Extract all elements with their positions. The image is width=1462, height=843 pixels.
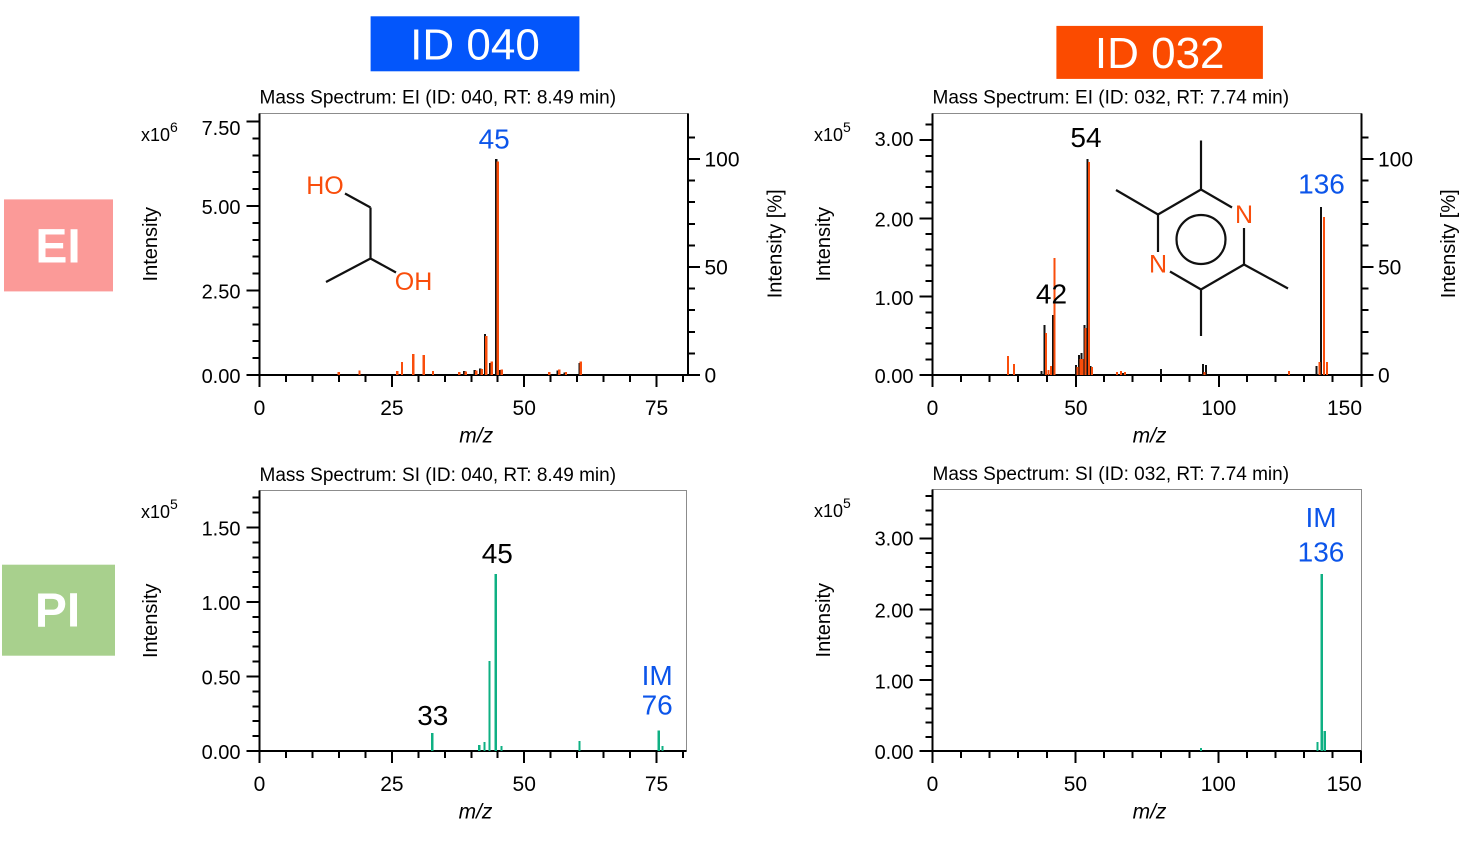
svg-text:m/z: m/z [459, 801, 493, 824]
svg-text:m/z: m/z [459, 425, 493, 448]
svg-text:3.00: 3.00 [875, 129, 914, 151]
svg-text:2.00: 2.00 [875, 601, 914, 623]
svg-text:0: 0 [254, 397, 266, 420]
svg-text:50: 50 [513, 397, 536, 420]
svg-text:50: 50 [513, 773, 536, 796]
svg-text:Intensity: Intensity [140, 584, 162, 658]
svg-text:45: 45 [482, 538, 513, 569]
svg-text:2.50: 2.50 [202, 282, 241, 304]
svg-text:N: N [1149, 251, 1167, 279]
svg-text:x105: x105 [814, 495, 851, 521]
svg-text:50: 50 [705, 257, 728, 280]
svg-text:IM: IM [1305, 502, 1336, 533]
svg-text:33: 33 [417, 700, 448, 731]
svg-text:3.00: 3.00 [875, 528, 914, 550]
svg-text:Intensity [%]: Intensity [%] [1438, 189, 1460, 298]
svg-text:0.50: 0.50 [202, 668, 241, 690]
svg-text:ID 032: ID 032 [1095, 29, 1225, 78]
svg-text:Intensity: Intensity [813, 207, 835, 281]
svg-text:50: 50 [1064, 773, 1087, 796]
svg-text:75: 75 [645, 773, 668, 796]
svg-text:1.00: 1.00 [202, 593, 241, 615]
svg-text:150: 150 [1327, 397, 1362, 420]
svg-text:Mass Spectrum: SI (ID: 040, RT: Mass Spectrum: SI (ID: 040, RT: 8.49 min… [260, 465, 617, 486]
svg-text:0.00: 0.00 [875, 366, 914, 388]
svg-text:45: 45 [479, 124, 510, 155]
svg-text:42: 42 [1036, 279, 1067, 310]
svg-text:25: 25 [380, 773, 403, 796]
svg-text:OH: OH [395, 268, 433, 296]
svg-text:0.00: 0.00 [202, 742, 241, 764]
svg-text:100: 100 [1201, 773, 1236, 796]
svg-text:5.00: 5.00 [202, 197, 241, 219]
svg-text:2.00: 2.00 [875, 210, 914, 232]
svg-text:Mass Spectrum: SI (ID: 032, RT: Mass Spectrum: SI (ID: 032, RT: 7.74 min… [933, 464, 1290, 485]
svg-text:25: 25 [380, 397, 403, 420]
svg-text:N: N [1235, 201, 1253, 229]
svg-text:7.50: 7.50 [202, 118, 241, 140]
svg-text:x106: x106 [141, 119, 178, 145]
svg-text:0: 0 [927, 773, 939, 796]
svg-text:136: 136 [1298, 169, 1345, 200]
svg-text:1.00: 1.00 [875, 288, 914, 310]
svg-text:100: 100 [705, 149, 740, 172]
svg-text:1.50: 1.50 [202, 519, 241, 541]
svg-text:Intensity: Intensity [140, 207, 162, 281]
svg-text:Intensity [%]: Intensity [%] [765, 189, 787, 298]
svg-text:0: 0 [927, 397, 939, 420]
svg-text:150: 150 [1327, 773, 1362, 796]
svg-text:Intensity: Intensity [813, 583, 835, 657]
svg-text:0: 0 [254, 773, 266, 796]
svg-text:m/z: m/z [1133, 425, 1167, 448]
svg-text:76: 76 [642, 690, 673, 721]
svg-text:50: 50 [1378, 257, 1401, 280]
svg-text:PI: PI [35, 585, 80, 638]
svg-text:136: 136 [1298, 537, 1345, 568]
svg-text:HO: HO [306, 172, 344, 200]
svg-text:0: 0 [705, 365, 717, 388]
svg-text:0: 0 [1378, 365, 1390, 388]
svg-text:ID 040: ID 040 [410, 21, 540, 70]
svg-text:0.00: 0.00 [875, 742, 914, 764]
svg-text:0.00: 0.00 [202, 366, 241, 388]
svg-text:Mass Spectrum: EI (ID: 040, RT: Mass Spectrum: EI (ID: 040, RT: 8.49 min… [260, 88, 617, 109]
svg-text:54: 54 [1070, 122, 1101, 153]
svg-text:1.00: 1.00 [875, 671, 914, 693]
svg-text:x105: x105 [141, 496, 178, 522]
svg-text:100: 100 [1378, 149, 1413, 172]
svg-text:EI: EI [35, 220, 80, 273]
svg-text:m/z: m/z [1133, 801, 1167, 824]
svg-text:50: 50 [1064, 397, 1087, 420]
svg-text:IM: IM [642, 660, 673, 691]
svg-text:x105: x105 [814, 119, 851, 145]
svg-text:75: 75 [645, 397, 668, 420]
svg-text:Mass Spectrum: EI (ID: 032, RT: Mass Spectrum: EI (ID: 032, RT: 7.74 min… [933, 88, 1290, 109]
svg-text:100: 100 [1201, 397, 1236, 420]
